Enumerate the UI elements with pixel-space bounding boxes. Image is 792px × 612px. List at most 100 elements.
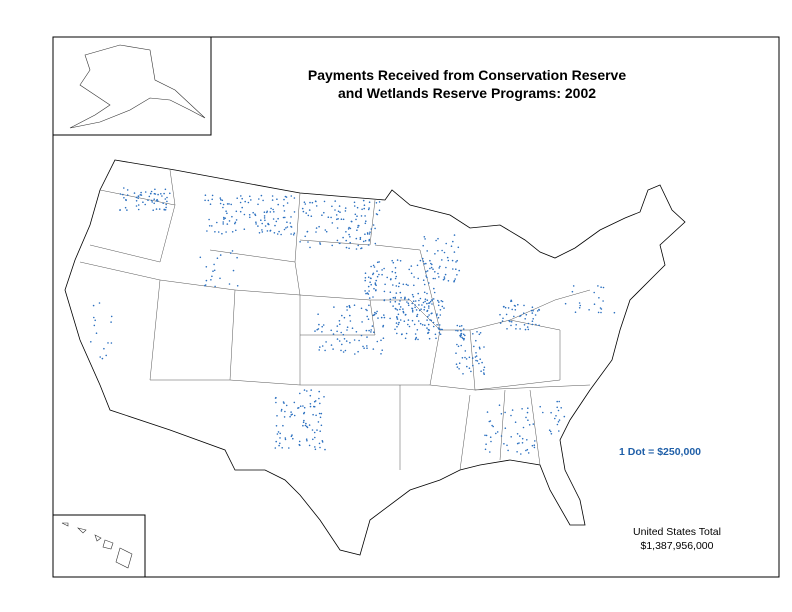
border [374,244,476,391]
dot [325,230,328,233]
dot [423,308,426,311]
dot [303,412,305,415]
dot [360,307,363,310]
dot [304,424,307,427]
dot [438,332,441,334]
dot [165,206,167,209]
dot [368,297,371,299]
dot [312,413,314,416]
dot [137,197,139,199]
dot [485,434,488,437]
dot [155,208,158,210]
dot [421,324,424,326]
dot [563,415,566,418]
dot [413,284,415,287]
dot [378,201,381,203]
dot [263,217,266,219]
dot [319,416,322,419]
dot [162,202,164,204]
dot [153,202,155,205]
dot [318,412,321,415]
dot [593,303,596,306]
dot [498,404,501,407]
dot [366,233,369,235]
dot [110,342,113,344]
dot [280,408,283,411]
dot [435,337,437,340]
dot [319,242,321,244]
dot [399,291,402,294]
dot [230,203,232,206]
dot [213,263,215,266]
dot [164,198,167,200]
dot [226,223,229,225]
dot [396,332,398,335]
dot [460,329,462,332]
dot [144,191,147,193]
dot [240,195,242,197]
dot [338,340,341,342]
dot [315,205,318,207]
dot [463,339,465,341]
dot [395,292,398,294]
dot [432,321,435,324]
dot [101,357,104,360]
dot [308,209,311,211]
dot [318,323,320,326]
dot [374,311,376,314]
dot [90,341,92,343]
dot [427,323,430,326]
dot [496,431,499,433]
dot [426,319,428,321]
dot [389,291,392,294]
dot [260,219,262,221]
dot [455,352,457,355]
dot [437,327,440,329]
dot [260,194,263,197]
dot [344,210,347,212]
dot [373,331,375,334]
dot [399,306,402,308]
dot [439,309,442,311]
dot [231,231,234,233]
dot [280,410,283,412]
dot [318,390,321,393]
dot [455,329,457,332]
dot [432,277,435,280]
dot [225,210,227,212]
dot [519,328,521,330]
dot [374,227,376,230]
dot [364,222,367,225]
dot [220,198,222,201]
dot [414,338,417,341]
dot [317,328,320,330]
dot [475,355,478,357]
dot [510,324,512,327]
dot [368,329,370,332]
dot [470,370,472,373]
dot [271,199,274,201]
dot [347,228,350,230]
border [150,279,236,381]
dot [231,215,233,218]
dot [157,200,159,202]
dot [394,296,397,299]
dot [334,200,337,202]
dot [475,352,477,354]
dot [443,251,446,254]
dot [331,222,334,224]
dot [433,291,436,294]
dot [453,279,456,282]
dot [319,446,321,449]
dot [366,336,368,338]
dot [399,300,401,302]
dot [250,199,252,201]
dot [303,406,306,409]
dot [414,333,417,335]
dot [602,286,605,289]
dot [369,231,371,233]
dot [349,341,351,344]
dot [311,429,314,431]
dot [428,282,430,284]
